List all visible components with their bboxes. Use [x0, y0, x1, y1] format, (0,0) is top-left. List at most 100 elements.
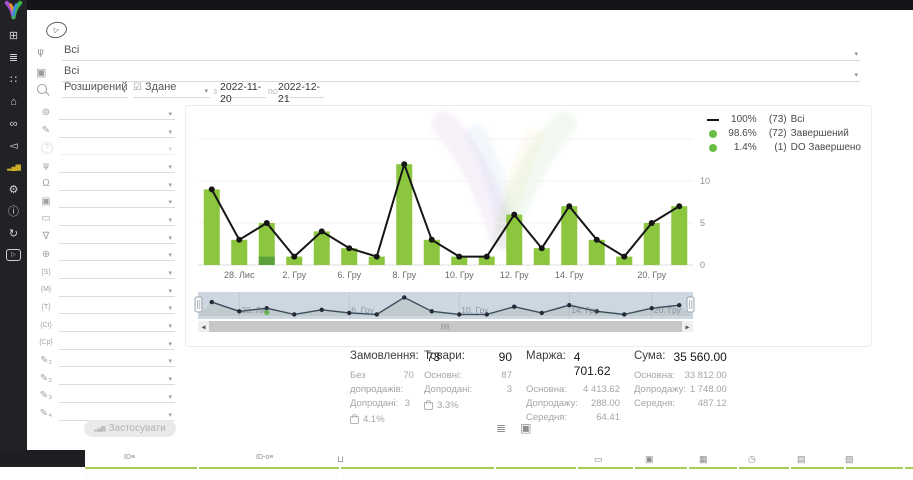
filter-select[interactable]: ▾: [59, 389, 175, 403]
table-cell[interactable]: [905, 467, 913, 480]
legend-count: (73): [768, 114, 787, 125]
filter-select[interactable]: ▾: [59, 318, 175, 333]
stat-sublabel: Основна:: [526, 384, 567, 395]
settings-icon[interactable]: ⚙: [8, 184, 19, 196]
date-from-input[interactable]: 2022-11-20: [220, 81, 266, 105]
legend-item[interactable]: 1.4% (1) DO Завершено: [707, 142, 861, 153]
filter-select[interactable]: ▾: [59, 353, 175, 368]
chevron-down-icon: ▾: [854, 51, 858, 58]
bag-column-icon[interactable]: ⊔: [337, 454, 345, 464]
chevron-down-icon: ▾: [168, 252, 172, 260]
legend-percent: 98.6%: [728, 128, 757, 139]
customers-icon[interactable]: ∷: [10, 74, 17, 86]
video-help-icon[interactable]: ▷: [6, 249, 21, 261]
custom-field-1-filter-icon: ✎₁: [40, 354, 52, 366]
filter-row: {T} ▾: [33, 299, 175, 317]
stat-subvalue: 33 812.00: [684, 370, 727, 381]
stat-sublabel: Середня:: [634, 398, 676, 409]
video-hint-button[interactable]: ▷: [44, 19, 69, 41]
chevron-down-icon: ▾: [168, 358, 172, 366]
filter-select[interactable]: ▾: [59, 247, 175, 262]
table-cell[interactable]: [635, 467, 687, 480]
filter-select[interactable]: ▾: [61, 141, 175, 156]
orders-list-icon[interactable]: ≣: [8, 52, 19, 64]
filter-select[interactable]: ▾: [59, 124, 175, 138]
money-column-icon[interactable]: ▭: [594, 454, 603, 464]
stat-subvalue: 1 748.00: [689, 384, 727, 395]
filter-select[interactable]: ▾: [59, 159, 175, 173]
legend-percent: 1.4%: [733, 142, 757, 153]
filter-select[interactable]: ▾: [59, 177, 175, 191]
svg-text:8. Гру: 8. Гру: [392, 270, 416, 280]
table-cell[interactable]: [791, 467, 844, 480]
delivery-icon[interactable]: ∞: [9, 118, 18, 130]
legend-item[interactable]: 100% (73) Всі: [706, 114, 861, 125]
manager-filter-icon: Ω: [42, 178, 50, 190]
filter-select[interactable]: ▾: [59, 371, 175, 386]
custom-field-4-filter-icon: ✎₄: [39, 408, 53, 420]
category-select[interactable]: Всі ▾: [62, 44, 860, 61]
filter-select[interactable]: ▾: [59, 230, 175, 244]
svg-text:10. Гру: 10. Гру: [445, 270, 474, 280]
dashboard-icon[interactable]: ⊞: [8, 30, 19, 42]
date-column-icon[interactable]: ▦: [699, 454, 708, 464]
utm-content-filter-icon: {Ct}: [40, 321, 52, 329]
svg-text:14. Гру: 14. Гру: [571, 305, 599, 315]
product-view-toggle[interactable]: ▣: [520, 421, 532, 435]
filter-select[interactable]: ▾: [59, 194, 175, 209]
orders-chart[interactable]: 0 5 10 28. Лис 2. Гру 6. Гру 8. Гру 10. Гру 12. …: [186, 106, 871, 346]
apply-button[interactable]: ▂▄▆ Застосувати: [84, 420, 176, 437]
filter-select[interactable]: ▾: [59, 106, 175, 120]
marketing-icon[interactable]: ◅: [9, 140, 18, 152]
shipped-date-column-icon[interactable]: ▧: [845, 454, 854, 464]
sidebar-nav: ⊞ ≣ ∷ ⌂ ∞ ◅ ▂▄▆ ⚙ ⓘ ↻ ▷: [0, 29, 27, 261]
date-type-select[interactable]: ☑ Здане ▾: [133, 81, 210, 98]
list-view-toggle[interactable]: ≣: [496, 421, 507, 435]
table-cell[interactable]: [496, 467, 576, 480]
time-column-icon[interactable]: ◷: [748, 454, 756, 464]
table-cell[interactable]: [739, 467, 789, 480]
chevron-down-icon: ▾: [168, 110, 172, 118]
filter-select[interactable]: ▾: [59, 212, 175, 226]
sync-icon[interactable]: ↻: [8, 228, 19, 240]
svg-text:12. Гру: 12. Гру: [500, 270, 529, 280]
product-select[interactable]: Всі ▾: [62, 65, 860, 82]
legend-item[interactable]: 98.6% (72) Завершений: [707, 128, 861, 139]
filter-row: {M} ▾: [33, 281, 175, 299]
stat-footer: 4.1%: [350, 413, 410, 425]
filter-row: ⊕ ▾: [33, 246, 175, 264]
svg-text:5: 5: [700, 218, 705, 228]
search-mode-select[interactable]: Розширений ▾: [62, 81, 128, 98]
filter-select[interactable]: ▾: [59, 336, 175, 350]
stat-subrow: Без допродажів: 70: [350, 369, 414, 397]
product-column-icon[interactable]: ▣: [645, 454, 654, 464]
table-cell[interactable]: [199, 467, 339, 480]
info-icon[interactable]: ⓘ: [8, 206, 19, 218]
chevron-down-icon: ▾: [168, 163, 172, 171]
legend-marker-icon: [706, 118, 719, 121]
filter-select[interactable]: ▾: [59, 300, 175, 315]
stat-subrow: Основна: 33 812.00: [634, 369, 727, 383]
filter-select[interactable]: ▾: [59, 283, 175, 297]
analytics-icon[interactable]: ▂▄▆: [7, 164, 21, 171]
app-logo-icon: [4, 0, 23, 20]
filter-select[interactable]: ▾: [59, 265, 175, 280]
store-icon[interactable]: ⌂: [10, 96, 17, 108]
table-cell[interactable]: [846, 467, 903, 480]
external-id-column-icon[interactable]: ID-o≡: [256, 454, 274, 461]
legend-count: (72): [768, 128, 787, 139]
svg-text:20. Гру: 20. Гру: [637, 270, 666, 280]
paid-date-column-icon[interactable]: ▤: [797, 454, 806, 464]
stat-subrow: Допродажу: 288.00: [526, 397, 620, 411]
table-cell[interactable]: [689, 467, 737, 480]
bag-percent-icon: [350, 414, 359, 424]
filter-row: ⋔ ▾: [33, 157, 175, 175]
filter-row: Ω ▾: [33, 175, 175, 193]
table-cell[interactable]: [578, 467, 633, 480]
id-column-icon[interactable]: ID≡: [124, 454, 136, 461]
table-cell[interactable]: [341, 467, 494, 480]
date-to-input[interactable]: 2022-12-21: [278, 81, 324, 105]
watermark-logo: [431, 111, 577, 249]
table-cell[interactable]: [85, 467, 197, 480]
filter-select[interactable]: ▾: [59, 407, 175, 421]
